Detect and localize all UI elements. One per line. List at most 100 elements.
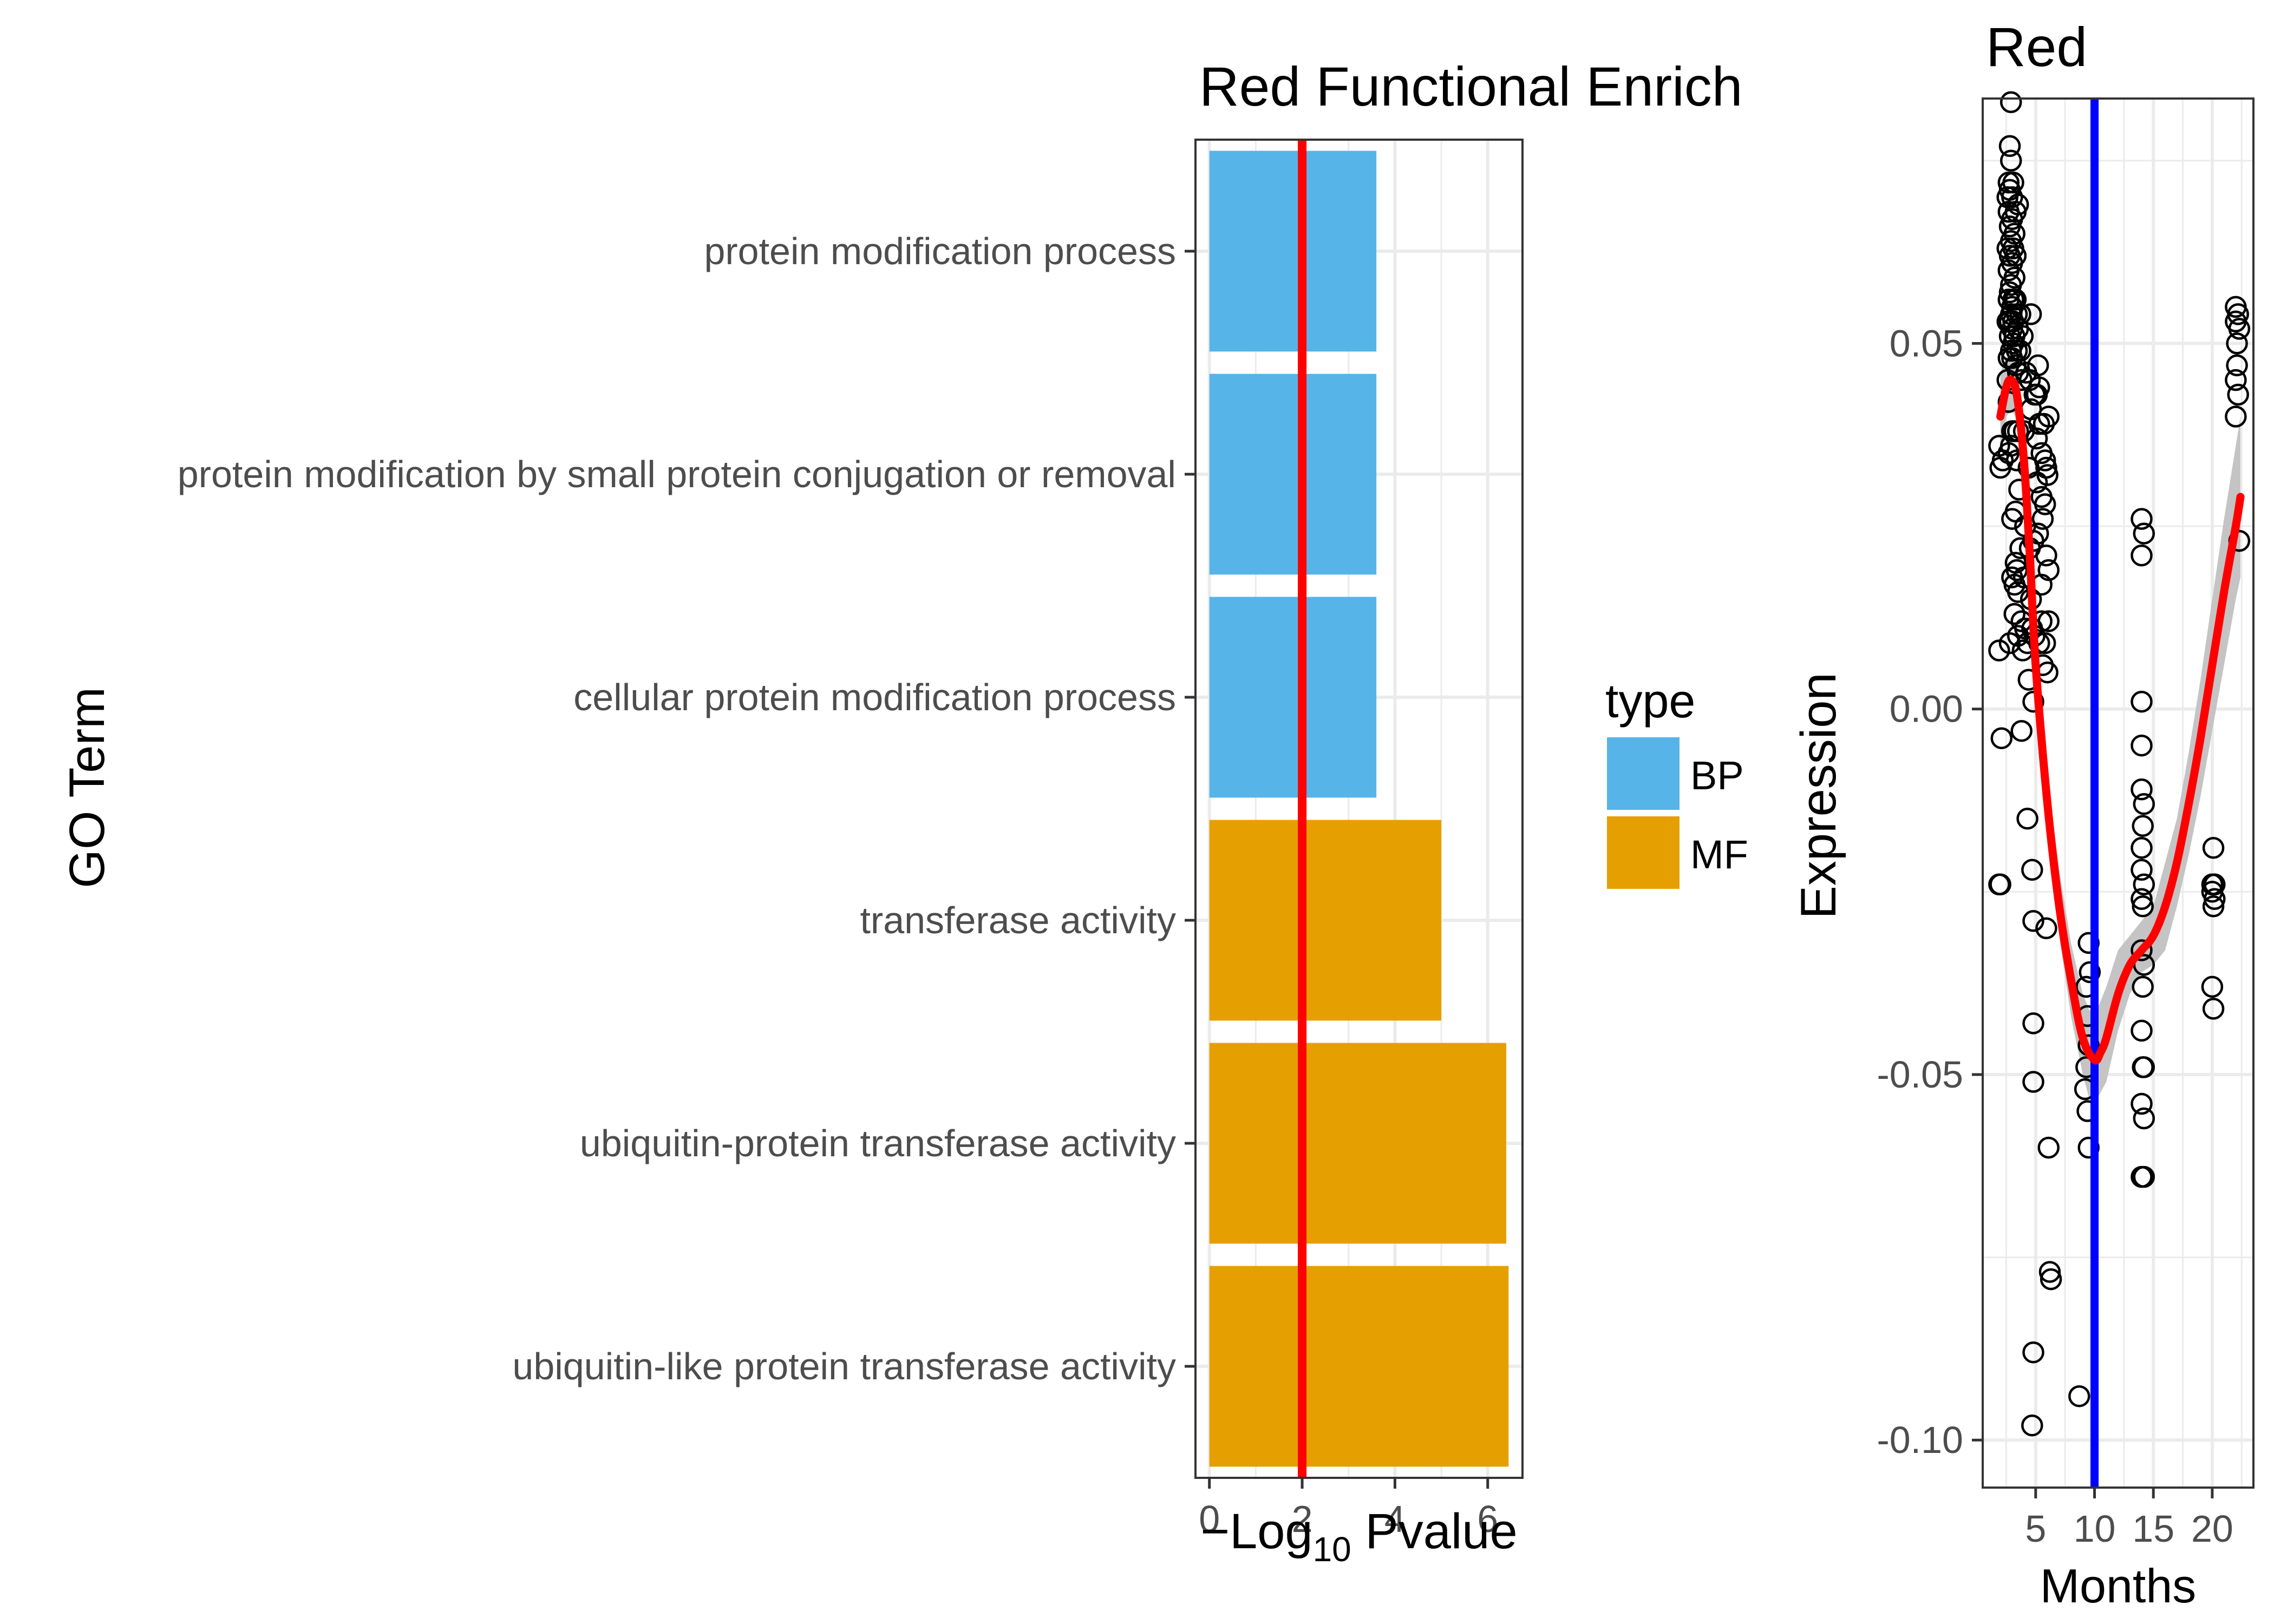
- scatter-panel-border: [1982, 97, 2255, 1489]
- bar-chart-background: [1195, 140, 1522, 1478]
- data-point: [2131, 837, 2153, 859]
- log-base-subscript: 10: [1313, 1530, 1351, 1569]
- data-point: [2132, 815, 2154, 837]
- bar-chart-x-tick-labels: 0 2 4 6: [1199, 1498, 1498, 1540]
- data-point: [2035, 544, 2057, 567]
- x-tick-label: 15: [2132, 1508, 2174, 1550]
- data-point: [1997, 259, 2020, 281]
- data-point: [2021, 859, 2043, 881]
- data-point: [2133, 873, 2155, 896]
- data-point: [2133, 1107, 2155, 1130]
- scatter-ticks: [1972, 342, 2214, 1498]
- log-text: Log: [1230, 1504, 1313, 1559]
- data-point: [1998, 135, 2021, 158]
- data-point: [2001, 508, 2023, 530]
- bar-bp: [1209, 374, 1377, 575]
- loess-smooth-line: [1996, 375, 2245, 1065]
- category-label: ubiquitin-protein transferase activity: [580, 1122, 1176, 1164]
- data-point: [2079, 961, 2101, 984]
- data-point: [2021, 1414, 2043, 1437]
- y-tick-label: -0.10: [1877, 1419, 1963, 1461]
- scatter-points: [1988, 91, 2251, 1437]
- category-label: protein modification process: [704, 230, 1176, 272]
- x-tick-label: 4: [1384, 1498, 1406, 1540]
- bar-chart-category-labels: protein modification process protein modi…: [178, 230, 1176, 1387]
- category-label: cellular protein modification process: [573, 676, 1176, 718]
- data-point: [2038, 1261, 2061, 1283]
- data-point: [2131, 508, 2153, 530]
- scatter-y-tick-labels: 0.05 0.00 -0.05 -0.10: [1877, 322, 1963, 1461]
- data-point: [2022, 1012, 2044, 1034]
- type-legend: type BP MF: [1605, 674, 1748, 889]
- category-label: protein modification by small protein co…: [178, 453, 1176, 495]
- data-point: [2131, 1092, 2153, 1115]
- data-point: [2034, 493, 2056, 515]
- bar-chart-x-axis-label: −Log10 Pvalue: [1200, 1504, 1517, 1569]
- scatter-x-tick-labels: 5 10 15 20: [2025, 1508, 2233, 1550]
- data-point: [2133, 522, 2155, 545]
- data-point: [2037, 559, 2060, 581]
- data-point: [2225, 405, 2247, 428]
- bar-mf: [1209, 1266, 1509, 1467]
- data-point: [1988, 639, 2010, 662]
- scatter-chart-title: Red: [1986, 16, 2087, 78]
- data-point: [2035, 917, 2057, 940]
- data-point: [2228, 318, 2251, 340]
- bar-chart-bars: [1209, 150, 1509, 1467]
- data-point: [2226, 332, 2248, 355]
- legend-swatch-bp: [1607, 737, 1680, 810]
- bar-chart-title: Red Functional Enrich: [1199, 56, 1743, 117]
- x-tick-label: 0: [1199, 1498, 1220, 1540]
- x-tick-label: 10: [2074, 1508, 2116, 1550]
- expression-scatter-chart: Red 0.05 0.00 -0.05 -0.10 5 10 15 20 Months Ex…: [1791, 16, 2255, 1613]
- x-tick-label: 6: [1477, 1498, 1498, 1540]
- data-point: [2022, 1071, 2044, 1093]
- data-point: [2022, 1341, 2044, 1364]
- data-point: [1999, 274, 2022, 296]
- data-point: [2131, 939, 2153, 961]
- data-point: [2131, 859, 2153, 881]
- data-point: [2131, 690, 2153, 713]
- x-tick-label: 2: [1292, 1498, 1313, 1540]
- y-tick-label: 0.05: [1890, 322, 1963, 364]
- data-point: [2040, 1268, 2062, 1291]
- data-point: [2132, 975, 2154, 998]
- data-point: [2133, 1165, 2155, 1188]
- bar-chart-ticks: [1185, 250, 1489, 1489]
- x-tick-label: 20: [2191, 1508, 2233, 1550]
- data-point: [2132, 895, 2154, 918]
- data-point: [2225, 369, 2247, 391]
- data-point: [2131, 544, 2153, 567]
- data-point: [1990, 727, 2013, 749]
- category-label: ubiquitin-like protein transferase activ…: [512, 1345, 1176, 1387]
- bar-mf: [1209, 820, 1442, 1021]
- data-point: [1989, 873, 2011, 896]
- bar-chart-panel-border: [1194, 139, 1524, 1479]
- data-point: [2204, 888, 2226, 911]
- data-point: [2068, 1385, 2090, 1407]
- data-point: [2025, 383, 2048, 406]
- data-point: [2227, 383, 2249, 406]
- data-point: [2022, 690, 2044, 713]
- data-point: [2010, 719, 2033, 742]
- data-point: [2022, 910, 2044, 932]
- data-point: [2133, 793, 2155, 815]
- scatter-x-axis-label: Months: [2040, 1559, 2197, 1613]
- minus-sign: −: [1200, 1504, 1230, 1559]
- data-point: [2025, 427, 2048, 450]
- data-point: [1999, 149, 2022, 172]
- legend-title: type: [1605, 674, 1695, 728]
- category-label: transferase activity: [860, 899, 1176, 941]
- legend-label-mf: MF: [1690, 832, 1748, 877]
- data-point: [2003, 603, 2025, 625]
- y-tick-label: 0.00: [1890, 688, 1963, 730]
- bar-mf: [1209, 1043, 1507, 1244]
- x-tick-label: 5: [2025, 1508, 2046, 1550]
- data-point: [2132, 1056, 2154, 1078]
- enrichment-bar-chart: Red Functional Enrich protein modificati…: [60, 56, 1743, 1569]
- legend-swatch-mf: [1607, 816, 1680, 889]
- data-point: [1999, 91, 2022, 114]
- bar-chart-y-axis-label: GO Term: [60, 687, 115, 888]
- y-tick-label: -0.05: [1877, 1053, 1963, 1096]
